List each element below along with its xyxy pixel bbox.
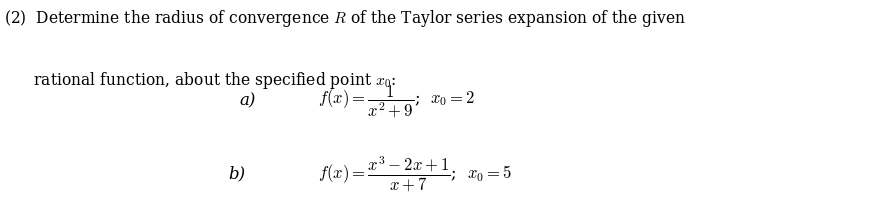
- Text: $f(x) = \dfrac{x^3-2x+1}{x+7}$;  $x_0 = 5$: $f(x) = \dfrac{x^3-2x+1}{x+7}$; $x_0 = 5…: [318, 154, 511, 194]
- Text: a): a): [240, 93, 256, 110]
- Text: b): b): [228, 166, 246, 183]
- Text: $f(x) = \dfrac{1}{x^2+9}$;  $x_0 = 2$: $f(x) = \dfrac{1}{x^2+9}$; $x_0 = 2$: [318, 83, 475, 120]
- Text: (2)  Determine the radius of convergence $R$ of the Taylor series expansion of t: (2) Determine the radius of convergence …: [4, 8, 686, 30]
- Text: rational function, about the specified point $x_0$:: rational function, about the specified p…: [4, 70, 396, 91]
